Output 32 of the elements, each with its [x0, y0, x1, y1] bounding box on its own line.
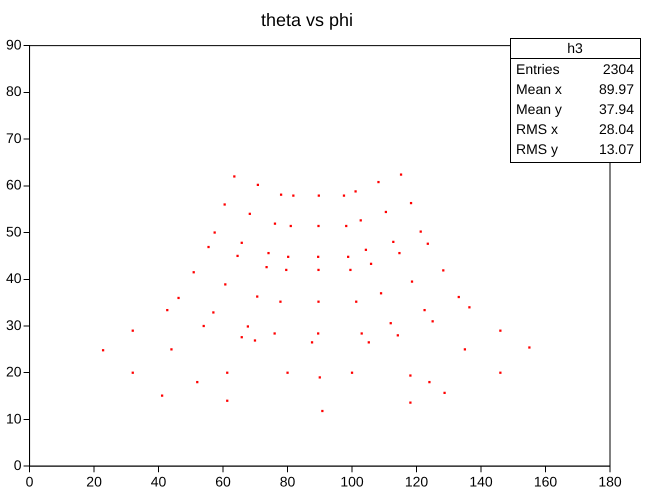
chart-title: theta vs phi [260, 10, 354, 30]
annotation: 37.94 [598, 100, 634, 117]
y-tick-label: 70 [6, 130, 22, 146]
x-tick-label: 60 [215, 473, 232, 490]
annotation: 13.07 [598, 140, 634, 157]
x-tick-label: 180 [598, 473, 622, 490]
annotation: 2304 [602, 60, 634, 77]
x-tick-label: 100 [340, 473, 364, 490]
annotation: Mean x [516, 80, 562, 97]
x-tick-label: 140 [469, 473, 493, 490]
x-tick-label: 120 [404, 473, 428, 490]
y-tick-label: 60 [6, 176, 22, 193]
y-tick-label: 0 [14, 457, 22, 474]
y-tick-label: 90 [6, 36, 22, 52]
annotation: 89.97 [598, 80, 634, 97]
y-tick-label: 50 [6, 223, 22, 240]
annotation: Mean y [516, 100, 562, 117]
x-tick-label: 80 [280, 473, 296, 490]
x-tick-label: 0 [26, 473, 34, 490]
y-tick-label: 10 [6, 410, 22, 426]
x-tick-label: 40 [150, 473, 167, 490]
x-tick-label: 160 [534, 473, 558, 490]
annotation: RMS x [516, 120, 558, 137]
x-tick-label: 20 [86, 473, 102, 490]
y-tick-label: 40 [6, 270, 22, 286]
annotation: RMS y [516, 140, 558, 157]
y-tick-label: 80 [6, 83, 22, 100]
annotation: 28.04 [598, 120, 634, 137]
y-tick-label: 20 [6, 364, 22, 380]
y-tick-label: 30 [6, 316, 22, 333]
annotation: Entries [516, 60, 560, 77]
annotation: h3 [567, 40, 583, 56]
